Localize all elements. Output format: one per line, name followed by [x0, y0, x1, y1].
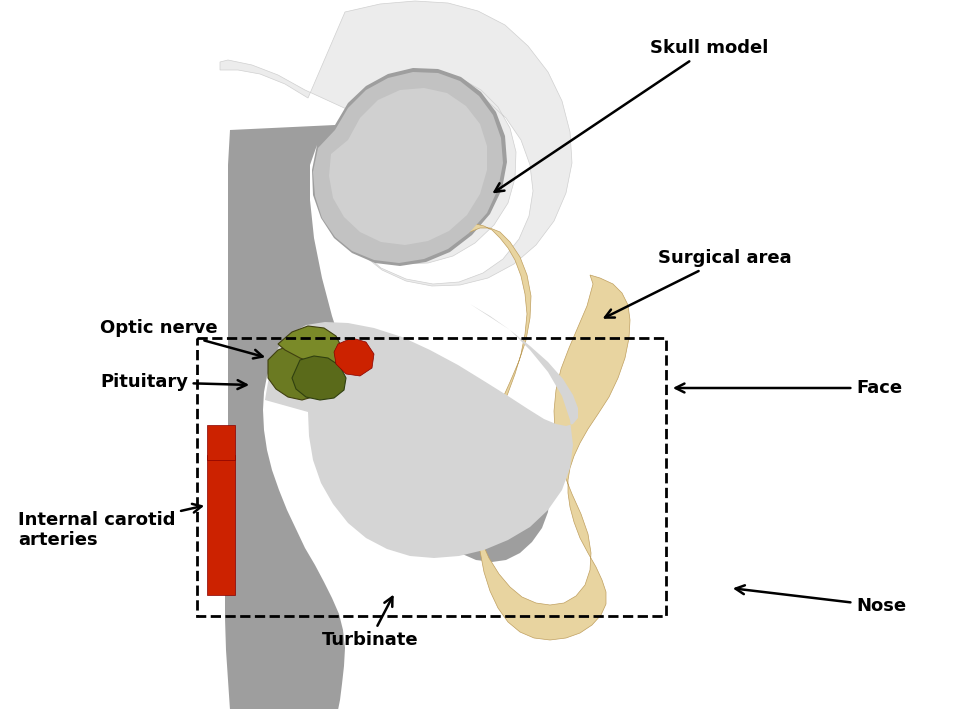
Polygon shape: [225, 68, 550, 709]
Bar: [197, 338, 666, 616]
Polygon shape: [268, 344, 332, 400]
Bar: [207, 425, 235, 460]
Text: Optic nerve: Optic nerve: [100, 319, 262, 359]
Polygon shape: [265, 304, 578, 558]
Polygon shape: [220, 1, 572, 286]
Polygon shape: [292, 356, 346, 400]
Text: Internal carotid
arteries: Internal carotid arteries: [18, 504, 201, 549]
Polygon shape: [334, 338, 374, 376]
Text: Pituitary: Pituitary: [100, 373, 247, 391]
Text: Skull model: Skull model: [495, 39, 769, 192]
Text: Nose: Nose: [736, 586, 906, 615]
Text: Turbinate: Turbinate: [321, 597, 418, 649]
Polygon shape: [278, 326, 342, 366]
Polygon shape: [461, 224, 630, 640]
Polygon shape: [329, 88, 487, 245]
Bar: [207, 455, 235, 595]
Polygon shape: [313, 72, 503, 263]
Text: Face: Face: [676, 379, 902, 397]
Text: Surgical area: Surgical area: [605, 249, 792, 318]
